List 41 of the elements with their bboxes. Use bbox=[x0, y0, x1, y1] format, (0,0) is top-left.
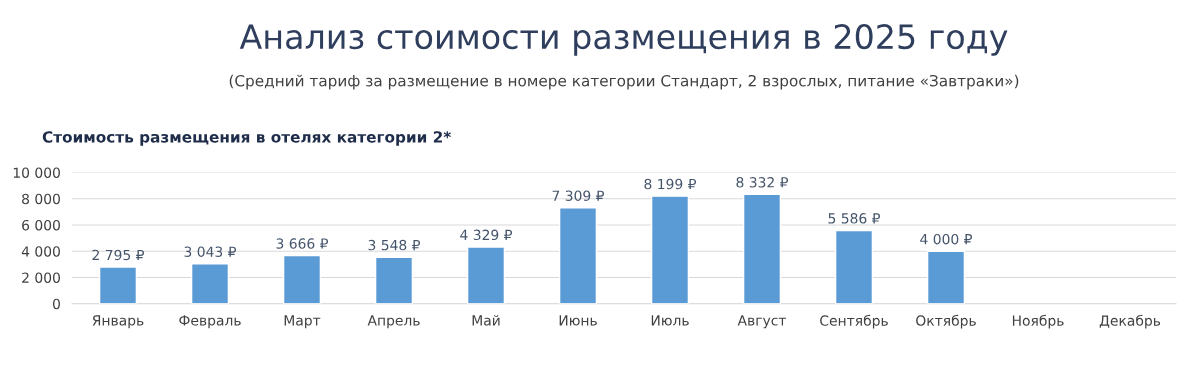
bar bbox=[466, 246, 506, 304]
chart-subtitle: (Средний тариф за размещение в номере категории Стандарт, 2 взрослых, питание «Завтраки») bbox=[229, 74, 1019, 90]
x-tick-label: Июнь bbox=[559, 315, 597, 326]
data-label: 5 586 ₽ bbox=[828, 213, 881, 224]
data-label: 7 309 ₽ bbox=[552, 190, 605, 201]
x-tick-label: Май bbox=[472, 314, 500, 326]
x-tick-label: Декабрь bbox=[1099, 314, 1161, 329]
x-tick-label: Март bbox=[284, 315, 321, 329]
bar bbox=[926, 250, 966, 304]
data-label: 3 548 ₽ bbox=[368, 239, 421, 251]
data-label: 8 332 ₽ bbox=[736, 177, 789, 188]
data-label: 4 000 ₽ bbox=[920, 233, 973, 245]
x-tick-label: Сентябрь bbox=[820, 314, 888, 329]
bar bbox=[190, 263, 230, 304]
bar bbox=[558, 207, 598, 304]
data-label: 4 329 ₽ bbox=[460, 229, 513, 241]
chart-title: Анализ стоимости размещения в 2025 году bbox=[239, 24, 1008, 56]
x-tick-label: Февраль bbox=[179, 315, 241, 329]
y-tick-label: 4 000 bbox=[21, 246, 60, 257]
data-label: 3 666 ₽ bbox=[276, 238, 329, 249]
bar bbox=[742, 193, 782, 304]
bar bbox=[834, 229, 874, 304]
x-tick-label: Октябрь bbox=[916, 314, 976, 329]
bar bbox=[374, 256, 414, 304]
y-tick-label: 10 000 bbox=[13, 167, 60, 178]
text: Стоимость размещения в отелях категории 2* bbox=[42, 131, 451, 146]
x-tick-label: Июль bbox=[651, 315, 689, 326]
data-label: 2 795 ₽ bbox=[92, 249, 145, 261]
y-tick-label: 2 000 bbox=[22, 272, 60, 283]
x-tick-label: Ноябрь bbox=[1012, 314, 1064, 329]
bar bbox=[650, 195, 690, 304]
bar bbox=[282, 254, 322, 304]
x-tick-label: Апрель bbox=[367, 315, 420, 329]
y-tick-label: 0 bbox=[52, 298, 60, 310]
data-label: 8 199 ₽ bbox=[644, 178, 697, 190]
x-tick-label: Август bbox=[737, 315, 787, 329]
x-tick-label: Январь bbox=[92, 315, 144, 329]
bar bbox=[98, 266, 138, 304]
y-tick-label: 6 000 bbox=[22, 219, 60, 231]
data-label: 3 043 ₽ bbox=[184, 246, 237, 257]
y-tick-label: 8 000 bbox=[22, 193, 60, 205]
